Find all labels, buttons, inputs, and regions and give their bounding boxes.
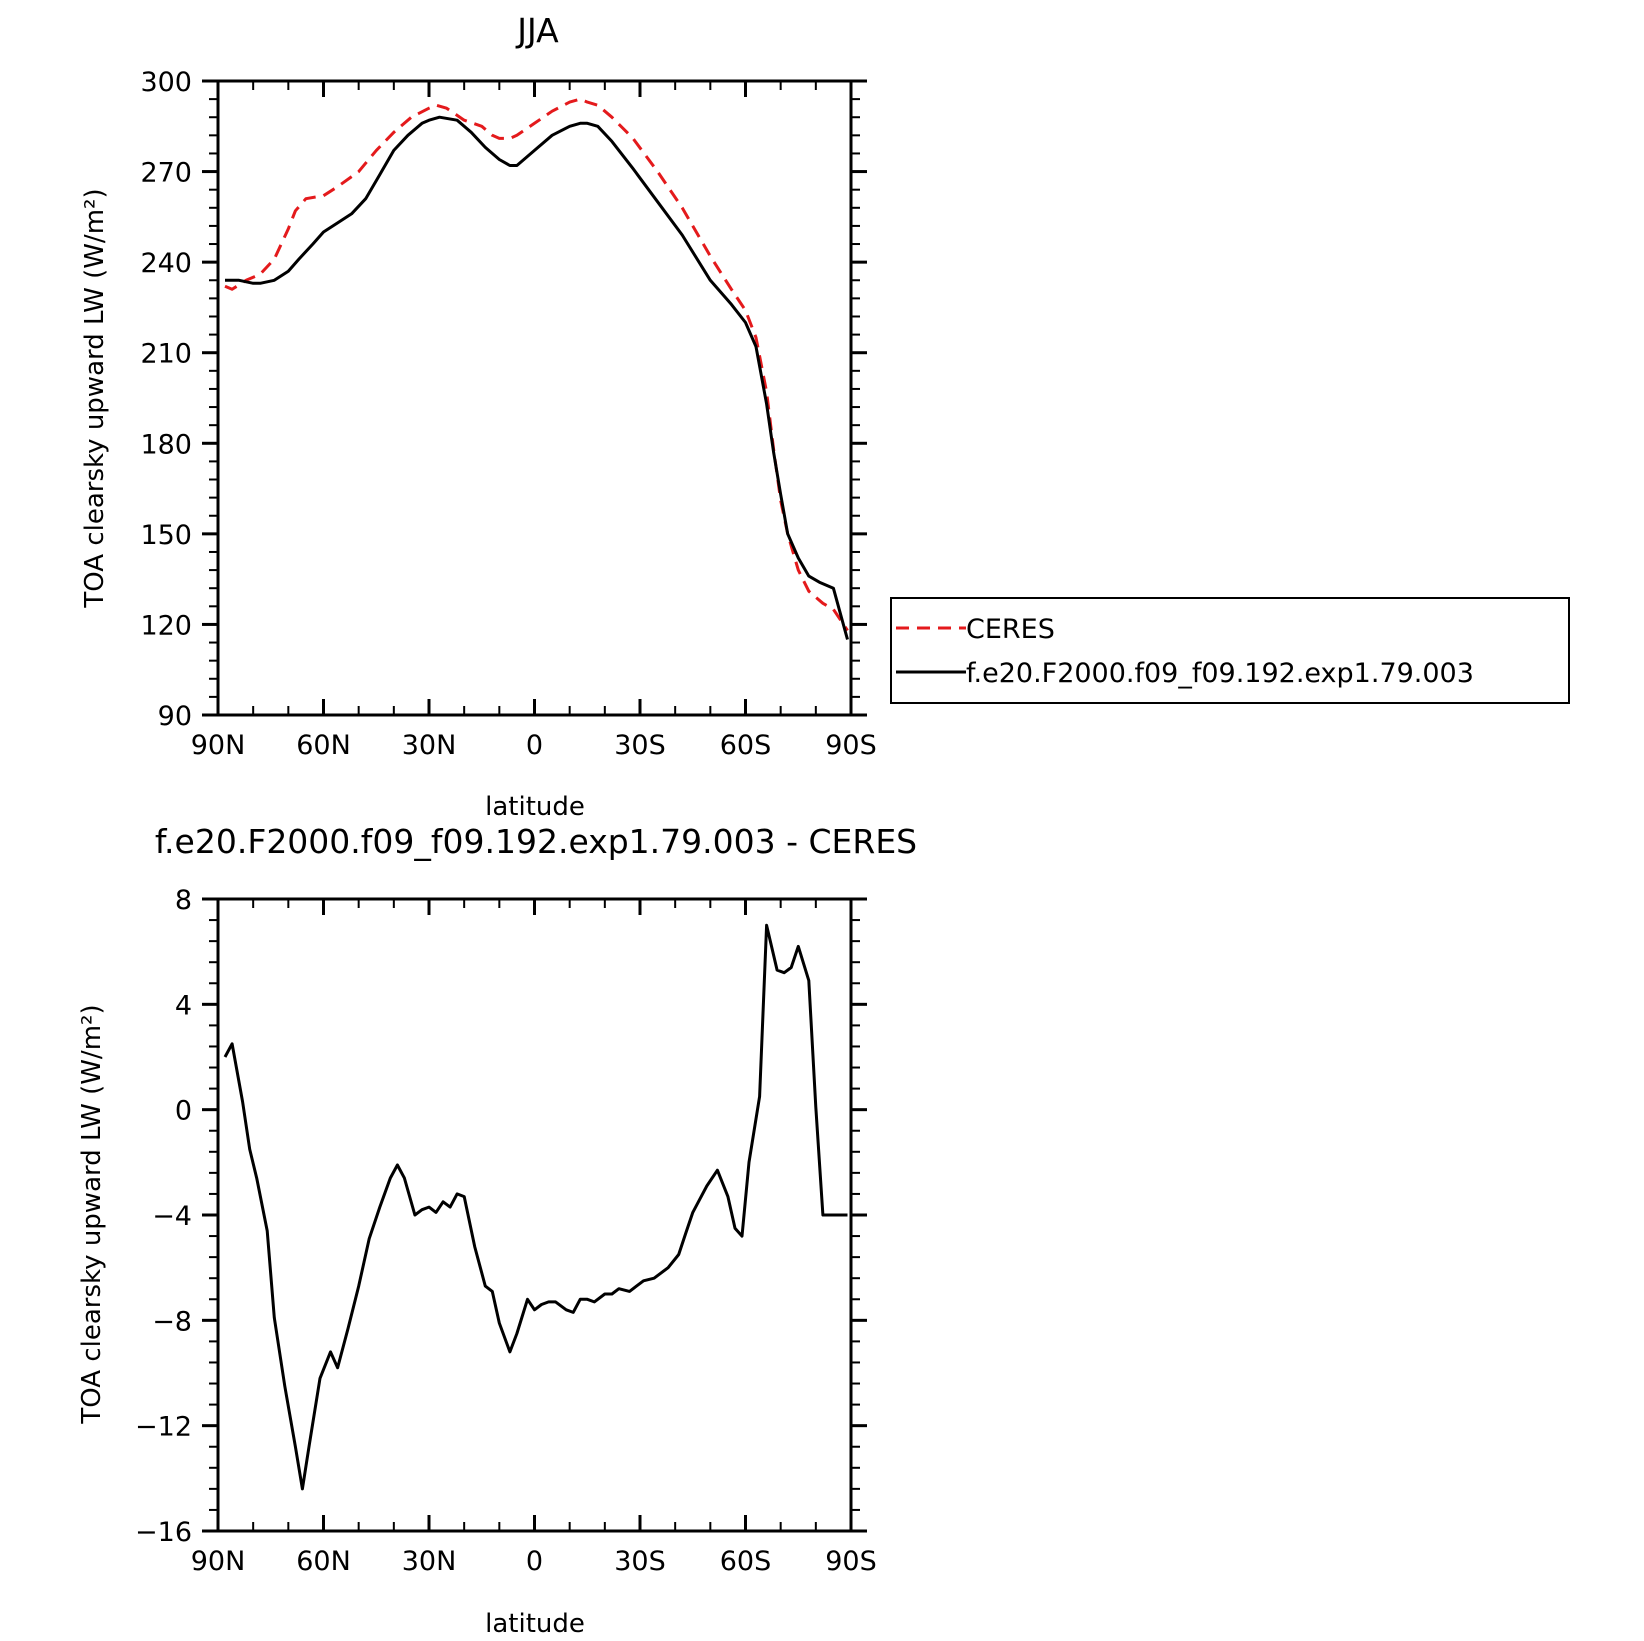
top-series-line-1 [225, 115, 849, 640]
top-ticks-layer: 90N 60N 30N 0 30S 60S 90S 90 120 150 180 210 240 270 3… [140, 67, 876, 761]
top-y-tick-label: 210 [140, 339, 192, 370]
bottom-y-tick-label: −16 [135, 1517, 192, 1548]
bottom-y-axis-title: TOA clearsky upward LW (W/m²) [77, 1004, 107, 1424]
bottom-x-tick-label: 60S [720, 1546, 772, 1577]
bottom-plot-title: f.e20.F2000.f09_f09.192.exp1.79.003 - CE… [155, 822, 917, 861]
top-y-axis-title: TOA clearsky upward LW (W/m²) [80, 188, 110, 608]
top-x-tick-label: 30S [614, 730, 666, 761]
bottom-x-tick-label: 90N [191, 1546, 246, 1577]
top-y-tick-label: 300 [140, 67, 192, 98]
top-x-tick-label: 90N [191, 730, 246, 761]
top-panel: JJA 90N 60N 30N 0 30S 60S 90S 90 120 150 180 210 240… [80, 11, 877, 822]
top-y-tick-label: 120 [140, 610, 192, 641]
legend-label-model: f.e20.F2000.f09_f09.192.exp1.79.003 [966, 658, 1474, 689]
bottom-y-tick-label: 8 [175, 885, 192, 916]
bottom-x-axis-title: latitude [485, 1609, 585, 1639]
bottom-x-tick-label: 30N [402, 1546, 457, 1577]
top-y-tick-label: 150 [140, 520, 192, 551]
bottom-x-tick-label: 60N [296, 1546, 351, 1577]
bottom-x-tick-label: 0 [526, 1546, 543, 1577]
top-x-tick-label: 60N [296, 730, 351, 761]
bottom-x-tick-label: 30S [614, 1546, 666, 1577]
top-y-tick-label: 270 [140, 158, 192, 189]
top-y-tick-label: 90 [158, 701, 192, 732]
bottom-panel: f.e20.F2000.f09_f09.192.exp1.79.003 - CE… [77, 822, 917, 1639]
bottom-plot-frame [216, 897, 853, 1533]
bottom-y-tick-label: −8 [152, 1306, 192, 1337]
top-x-tick-label: 0 [526, 730, 543, 761]
top-y-tick-label: 180 [140, 429, 192, 460]
legend: CERES f.e20.F2000.f09_f09.192.exp1.79.00… [890, 597, 1570, 704]
bottom-y-tick-label: −12 [135, 1412, 192, 1443]
bottom-y-tick-label: −4 [152, 1201, 192, 1232]
legend-box [890, 597, 1570, 704]
bottom-series-line-0 [223, 923, 848, 1491]
top-x-tick-label: 60S [720, 730, 772, 761]
bottom-y-tick-label: 0 [175, 1096, 192, 1127]
top-plot-title: JJA [515, 11, 559, 50]
top-x-tick-label: 30N [402, 730, 457, 761]
top-x-tick-label: 90S [825, 730, 877, 761]
bottom-ticks-layer: 90N 60N 30N 0 30S 60S 90S −16 −12 −8 −4 0 4 8 [135, 885, 877, 1577]
top-x-axis-title: latitude [485, 792, 585, 822]
top-plot-frame [216, 79, 853, 717]
top-series-layer [224, 97, 849, 640]
bottom-series-layer [223, 923, 848, 1491]
top-y-tick-label: 240 [140, 248, 192, 279]
bottom-y-tick-label: 4 [175, 990, 192, 1021]
top-series-line-0 [224, 97, 849, 632]
legend-label-ceres: CERES [966, 614, 1055, 645]
bottom-x-tick-label: 90S [825, 1546, 877, 1577]
